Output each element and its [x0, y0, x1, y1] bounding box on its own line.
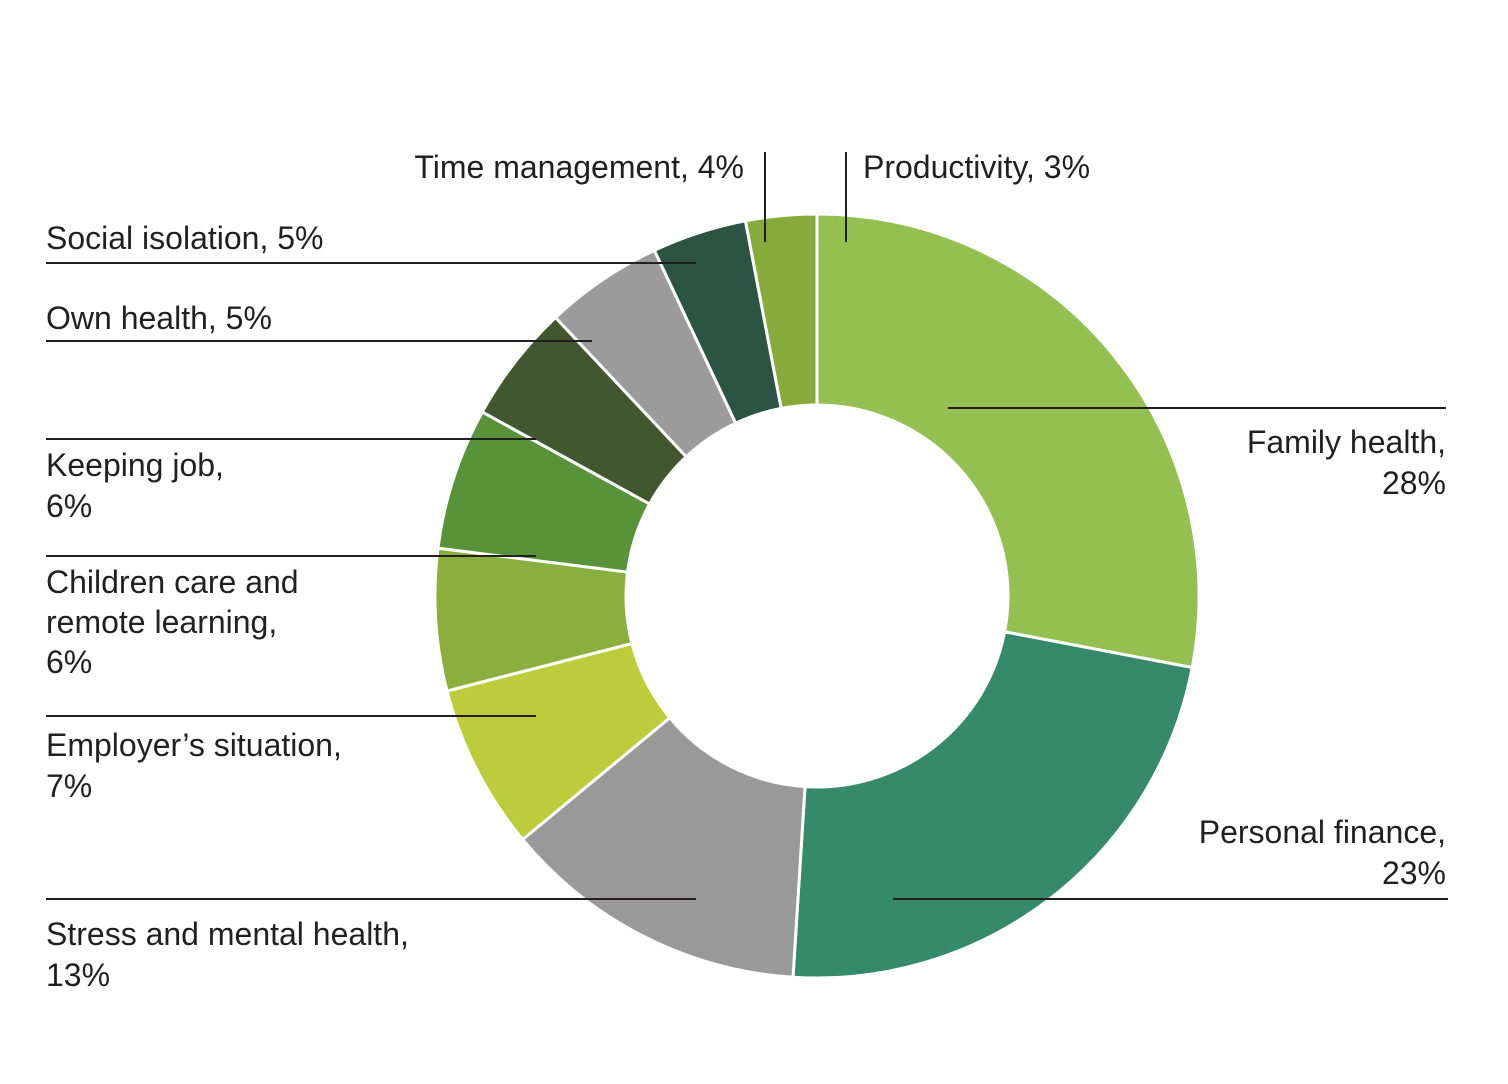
slice-label-line: Own health, 5% [46, 300, 272, 336]
slice-label-line: 13% [46, 957, 110, 993]
slice-label-line: Keeping job, [46, 447, 224, 483]
slice-label-line: Time management, 4% [414, 149, 744, 185]
slice-label-time-management: Time management, 4% [414, 149, 744, 185]
slice-label-line: remote learning, [46, 604, 277, 640]
slice-label-line: 7% [46, 768, 92, 804]
slice-label-line: Personal finance, [1199, 814, 1446, 850]
slice-label-children-care-and-remote-learning: Children care and remote learning, 6% [46, 564, 299, 680]
slice-label-line: 6% [46, 488, 92, 524]
slice-label-own-health: Own health, 5% [46, 300, 272, 336]
slice-label-line: Employer’s situation, [46, 727, 342, 763]
slice-label-line: Stress and mental health, [46, 916, 409, 952]
slice-label-employer-s-situation: Employer’s situation, 7% [46, 727, 342, 804]
slice-label-keeping-job: Keeping job, 6% [46, 447, 224, 524]
slice-family-health [815, 212, 1201, 670]
slice-label-family-health: Family health, 28% [1247, 424, 1446, 501]
slice-label-line: Productivity, 3% [863, 149, 1090, 185]
labels-group: Family health, 28% Personal finance, 23% Str… [46, 149, 1446, 993]
slice-label-line: Social isolation, 5% [46, 220, 323, 256]
leaders-group [46, 152, 1448, 900]
slice-personal-finance [791, 630, 1194, 980]
slice-label-line: 28% [1382, 465, 1446, 501]
slice-label-personal-finance: Personal finance, 23% [1199, 814, 1446, 891]
slices-group [433, 212, 1201, 980]
slice-label-productivity: Productivity, 3% [863, 149, 1090, 185]
slice-label-line: 23% [1382, 855, 1446, 891]
slice-label-stress-and-mental-health: Stress and mental health, 13% [46, 916, 409, 993]
slice-label-line: 6% [46, 644, 92, 680]
slice-label-line: Children care and [46, 564, 299, 600]
slice-label-line: Family health, [1247, 424, 1446, 460]
slice-label-social-isolation: Social isolation, 5% [46, 220, 323, 256]
slice-productivity [743, 212, 819, 410]
